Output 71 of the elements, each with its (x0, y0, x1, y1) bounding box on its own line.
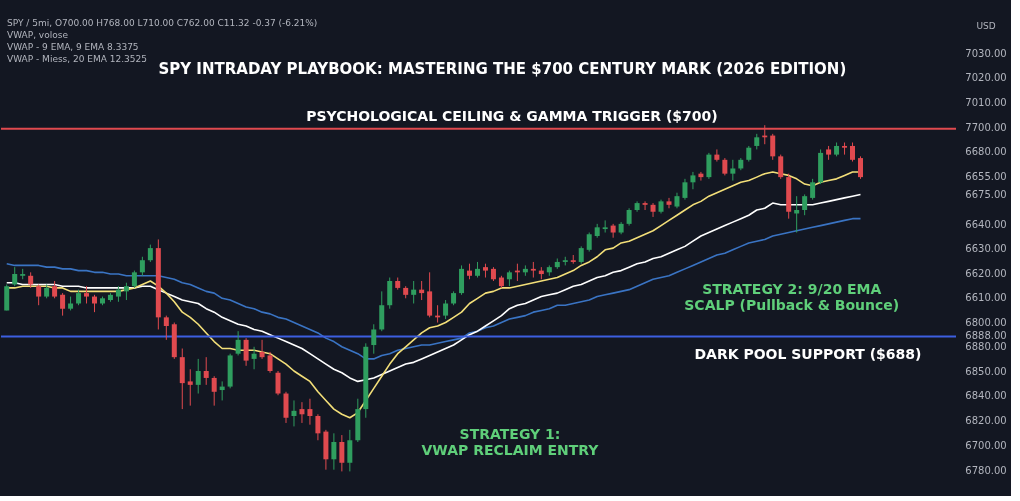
candlestick (275, 370, 281, 396)
text: 6630.00 (965, 243, 1007, 255)
candlestick (251, 346, 257, 370)
text: 6840.00 (965, 390, 1007, 402)
candlestick (299, 401, 305, 424)
candlestick (706, 152, 712, 180)
candlestick (36, 283, 42, 306)
candlestick (411, 280, 417, 304)
text: USD (976, 21, 996, 32)
candlestick (858, 155, 863, 180)
text: 6610.00 (965, 292, 1007, 304)
candlestick (602, 219, 608, 234)
candlestick (714, 148, 720, 163)
text: 6700.00 (965, 439, 1007, 451)
candlestick (12, 266, 18, 287)
candlestick (850, 142, 856, 163)
candlestick (163, 315, 169, 341)
ref-line-label: DARK POOL SUPPORT ($688) (694, 346, 922, 363)
candlestick (291, 399, 297, 427)
text: 6680.00 (965, 145, 1007, 157)
text: 6675.00 (965, 188, 1007, 200)
text: 6888.00 (965, 330, 1007, 342)
candlestick (666, 197, 672, 209)
ref-line-label: PSYCHOLOGICAL CEILING & GAMMA TRIGGER ($700) (306, 107, 718, 124)
text: VWAP - 9 EMA, 9 EMA 8.3375 (7, 42, 139, 52)
text: 7020.00 (965, 72, 1007, 84)
candlestick (243, 337, 249, 367)
candlestick (307, 398, 313, 426)
candlestick (331, 432, 337, 471)
candlestick (802, 193, 808, 216)
text: 6620.00 (965, 267, 1007, 279)
text: 6655.00 (965, 171, 1007, 183)
candlestick (187, 368, 193, 407)
candlestick (730, 159, 736, 182)
candlestick (203, 356, 209, 386)
text: 6880.00 (965, 341, 1007, 353)
annotation: STRATEGY 2: 9/20 EMA SCALP (Pullback & Bounce) (684, 280, 900, 313)
candlestick (810, 178, 816, 201)
text: 6850.00 (965, 365, 1007, 377)
candlestick (682, 178, 688, 201)
candlestick (267, 351, 273, 374)
candlestick (586, 232, 592, 253)
candlestick (139, 256, 145, 277)
candlestick (315, 413, 321, 441)
candlestick (778, 154, 784, 180)
text: 7010.00 (965, 96, 1007, 108)
candlestick (650, 202, 656, 218)
text: 7030.00 (965, 47, 1007, 59)
candlestick (443, 299, 449, 320)
text: 6640.00 (965, 218, 1007, 230)
candlestick (642, 200, 648, 211)
text: SPY / 5mi, O700.00 H768.00 L710.00 C762.00 C11.32 -0.37 (-6.21%) (7, 18, 318, 28)
text: VWAP, volose (7, 30, 69, 40)
text: 7700.00 (965, 122, 1007, 134)
candlestick (339, 434, 345, 472)
candlestick (371, 323, 377, 355)
text: VWAP - Miess, 20 EMA 12.3525 (7, 54, 148, 64)
text: 6800.00 (965, 316, 1007, 328)
text: 6780.00 (965, 465, 1007, 477)
annotation: STRATEGY 1: VWAP RECLAIM ENTRY (421, 426, 600, 459)
candlestick (610, 223, 616, 239)
candlestick (347, 429, 353, 472)
text: 6820.00 (965, 414, 1007, 426)
candlestick (770, 133, 776, 161)
candlestick (60, 292, 66, 317)
candlestick (195, 358, 201, 395)
candlestick (690, 171, 696, 190)
chart-title: SPY INTRADAY PLAYBOOK: MASTERING THE $700 CENTURY MARK (2026 EDITION) (158, 60, 847, 78)
candlestick (235, 330, 241, 356)
candlestick (259, 339, 265, 360)
candlestick (211, 375, 217, 407)
